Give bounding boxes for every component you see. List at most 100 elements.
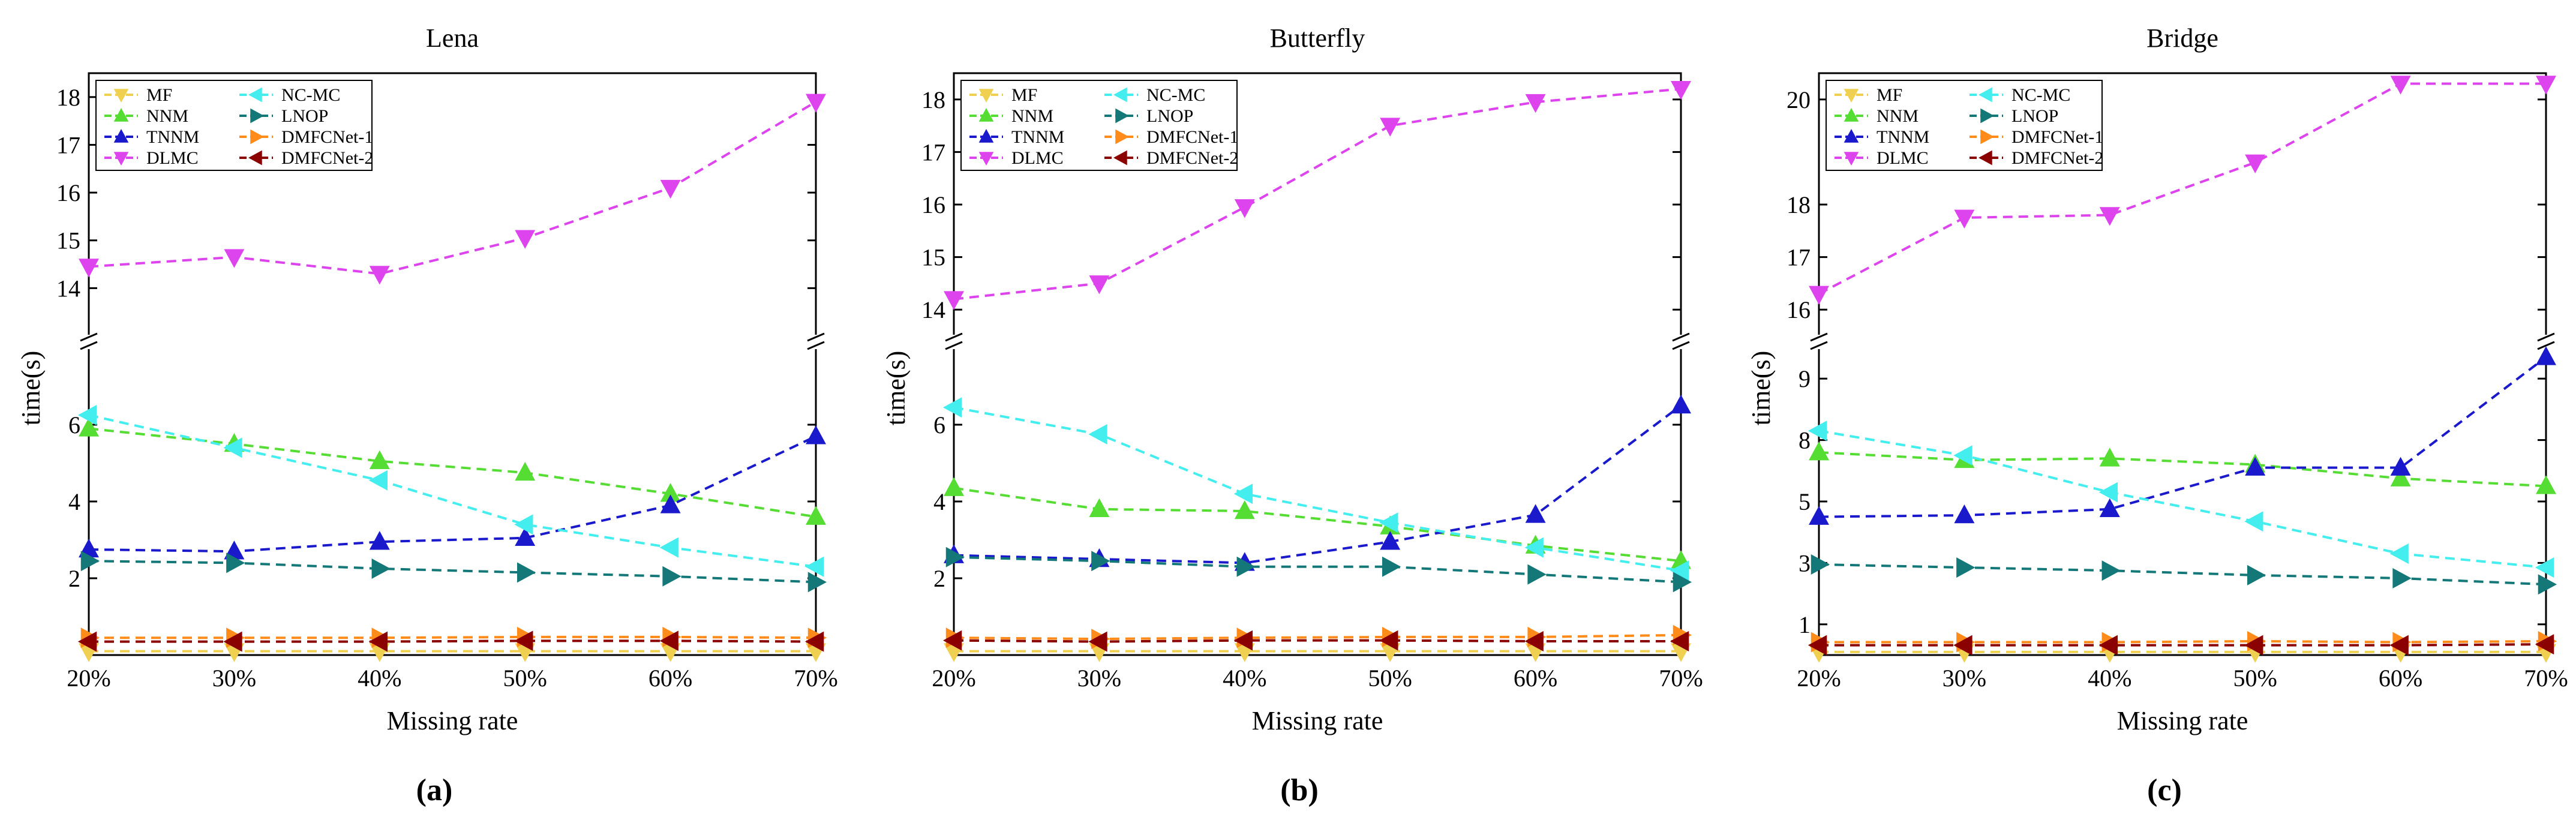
y-tick-label: 8: [1799, 427, 1811, 454]
legend-marker: [248, 150, 262, 166]
y-tick-label: 6: [933, 412, 945, 438]
y-tick-label: 16: [56, 179, 80, 206]
legend-label: DLMC: [1877, 148, 1929, 168]
legend-marker: [1844, 89, 1859, 103]
y-tick-label: 4: [68, 488, 80, 515]
data-point: [1088, 631, 1107, 652]
data-point: [226, 552, 245, 573]
series-line: [1818, 563, 2547, 586]
data-point: [1670, 630, 1689, 651]
data-point: [944, 477, 964, 496]
data-point: [368, 470, 388, 491]
data-point: [1382, 556, 1401, 577]
y-tick-label: 14: [921, 296, 945, 323]
data-point: [806, 506, 826, 525]
x-tick-label: 70%: [794, 665, 837, 692]
data-point: [2390, 76, 2411, 95]
series-dlmc: [944, 81, 1691, 310]
legend-label: MF: [146, 85, 172, 105]
data-point: [1088, 424, 1107, 444]
data-point: [77, 405, 97, 425]
axis-break-mark: [1810, 341, 1828, 350]
data-point: [659, 630, 678, 651]
panel-sublabel: (c): [2147, 773, 2182, 807]
y-axis-label: time(s): [16, 351, 46, 426]
data-point: [1524, 537, 1544, 558]
data-point: [2099, 447, 2120, 467]
series-line: [88, 101, 817, 275]
x-axis-label: Missing rate: [1252, 706, 1383, 735]
data-point: [514, 514, 533, 535]
series-line: [88, 560, 816, 584]
legend-marker: [978, 89, 994, 103]
data-point: [2099, 207, 2120, 226]
legend-marker: [1115, 129, 1129, 145]
legend-box: [960, 80, 1238, 171]
axis-break-mark: [1672, 332, 1690, 342]
series-line: [1818, 429, 2547, 569]
legend-label: DMFCNet-1: [2011, 127, 2103, 147]
data-point: [806, 425, 826, 444]
y-tick-label: 18: [921, 86, 945, 113]
data-point: [1953, 635, 1972, 656]
y-tick-label: 17: [56, 131, 80, 158]
series-dlmc: [79, 94, 826, 285]
data-point: [1671, 394, 1691, 414]
y-tick-label: 18: [1787, 191, 1811, 218]
x-axis-label: Missing rate: [387, 706, 518, 735]
x-tick-label: 50%: [2233, 665, 2277, 692]
axis-break-mark: [2537, 332, 2555, 342]
panel-sublabel: (a): [416, 773, 453, 807]
data-point: [2247, 564, 2266, 585]
axis-break-mark: [1672, 341, 1690, 350]
y-tick-label: 15: [921, 244, 945, 271]
data-point: [1525, 504, 1546, 523]
legend-label: MF: [1011, 85, 1037, 105]
legend-label: TNNM: [1011, 127, 1064, 147]
data-point: [2101, 560, 2121, 581]
x-tick-label: 30%: [1077, 665, 1121, 692]
data-point: [1234, 500, 1255, 519]
legend-label: DLMC: [1011, 148, 1064, 168]
data-point: [2245, 154, 2266, 173]
legend-marker: [1844, 108, 1859, 122]
series-dlmc: [1809, 76, 2556, 305]
series-line: [953, 406, 1682, 572]
legend-box: [95, 80, 373, 171]
data-point: [1091, 551, 1110, 572]
series-line: [953, 486, 1682, 563]
data-point: [1673, 572, 1692, 593]
series-dmfcnet-2: [77, 630, 824, 652]
legend-marker: [978, 129, 994, 143]
x-tick-label: 30%: [1942, 665, 1986, 692]
legend-label: NNM: [146, 106, 188, 126]
legend-marker: [1844, 129, 1859, 143]
data-point: [1809, 506, 1829, 525]
legend-label: DMFCNet-2: [1146, 148, 1238, 168]
data-point: [223, 631, 242, 652]
axis-break-mark: [80, 332, 98, 342]
legend-marker: [1980, 129, 1994, 145]
legend-marker: [1113, 87, 1127, 103]
y-axis-label: time(s): [881, 351, 911, 426]
axis-break-mark: [807, 341, 825, 350]
data-point: [368, 631, 388, 652]
y-tick-label: 16: [1787, 296, 1811, 323]
data-point: [804, 631, 824, 652]
data-point: [369, 531, 390, 550]
data-point: [945, 546, 965, 567]
series-nnm: [1809, 441, 2556, 494]
data-point: [223, 437, 242, 458]
data-point: [1233, 483, 1253, 504]
x-tick-label: 70%: [2524, 665, 2568, 692]
axis-break-mark: [807, 332, 825, 342]
axis-break-mark: [80, 341, 98, 350]
data-point: [2390, 456, 2411, 476]
y-axis-label: time(s): [1746, 351, 1776, 426]
legend-label: DLMC: [146, 148, 199, 168]
series-tnnm: [79, 425, 826, 560]
data-point: [371, 558, 391, 579]
series-line: [1819, 643, 2547, 647]
